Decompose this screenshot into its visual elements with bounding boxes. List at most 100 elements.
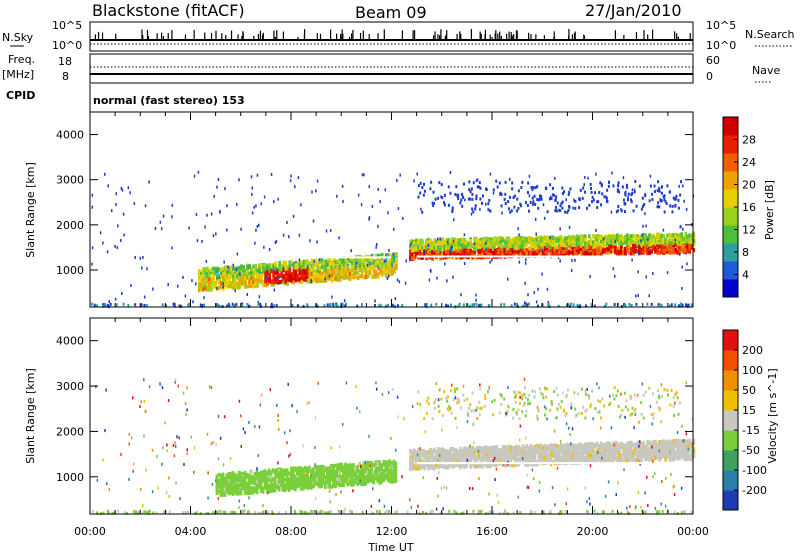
colorbar-swatch [723,225,738,244]
data-cell [475,238,479,243]
data-cell [515,250,519,255]
data-cell [378,256,382,261]
ground-scatter [458,302,461,306]
scatter-point [677,206,680,210]
data-cell [620,244,623,249]
data-cell [265,480,269,485]
data-cell [563,238,567,243]
data-cell [212,269,215,274]
data-cell [254,279,257,284]
data-cell [497,236,501,241]
scatter-point [517,207,520,211]
ground-scatter [605,302,608,306]
data-cell [688,233,692,238]
data-cell [202,278,205,283]
scatter-point [633,188,636,192]
ground-scatter [173,302,176,306]
data-cell [370,258,374,263]
data-cell [493,236,497,241]
data-cell [244,270,247,275]
velocity-bg [90,318,693,514]
scatter-point [449,171,452,175]
data-cell [656,250,659,255]
scatter-point [635,204,638,208]
data-cell [433,251,436,256]
scatter-point [235,268,238,272]
scatter-point [541,248,544,252]
scatter-point [162,214,165,218]
data-cell [256,268,259,273]
data-cell [302,478,305,483]
scatter-point [659,199,662,203]
data-cell [280,274,284,279]
data-cell [445,243,448,248]
scatter-point [282,233,285,237]
data-cell [413,240,416,245]
data-cell [274,271,278,276]
data-cell [656,234,659,239]
data-cell [642,232,645,237]
scatter-point [368,216,371,220]
scatter-point [443,201,446,205]
data-cell [682,236,686,241]
data-cell [267,471,271,476]
ground-scatter [199,303,202,307]
data-cell [236,269,239,274]
data-cell [227,489,231,494]
scatter-point [558,208,560,212]
colorbar-swatch [723,117,738,136]
scatter-point [647,238,649,242]
scatter-point [654,190,657,194]
data-cell [390,262,394,267]
data-cell [380,262,384,267]
data-cell [267,477,271,482]
ground-scatter [259,304,262,308]
scatter-point [463,233,466,237]
data-cell [230,272,233,277]
data-cell [243,476,247,481]
data-cell [212,274,215,279]
data-cell [230,281,233,286]
data-cell [267,487,271,492]
scatter-point [656,189,659,193]
scatter-point [437,196,440,200]
data-cell [300,466,303,471]
scatter-point [534,186,537,190]
data-cell [439,243,442,248]
data-cell [372,262,376,267]
data-cell [537,244,541,249]
data-cell [388,263,392,268]
scatter-point [660,191,663,195]
data-cell [610,238,613,243]
scatter-point [91,246,94,250]
data-cell [275,484,279,489]
data-cell [223,481,227,486]
scatter-point [328,274,331,278]
scatter-point [313,259,315,263]
data-cell [198,269,201,274]
ground-scatter [302,304,305,308]
data-cell [497,251,501,256]
data-cell [275,474,279,479]
data-cell [575,245,579,250]
data-cell [688,249,692,254]
data-cell [686,247,690,252]
scatter-point [644,212,646,216]
colorbar-tick-label: 4 [742,269,749,282]
data-cell [453,252,456,257]
data-cell [626,240,629,245]
ground-scatter [270,302,273,306]
scatter-point [534,202,537,206]
data-cell [435,239,438,244]
data-cell [415,253,418,258]
data-cell [459,238,462,243]
colorbar-tick-label: 8 [742,246,749,259]
data-cell [300,475,303,480]
colorbar-swatch [723,261,738,280]
data-cell [483,239,487,244]
data-cell [264,270,267,275]
data-cell [640,249,643,254]
data-cell [469,244,472,249]
scatter-point [472,210,475,214]
data-cell [505,240,509,245]
